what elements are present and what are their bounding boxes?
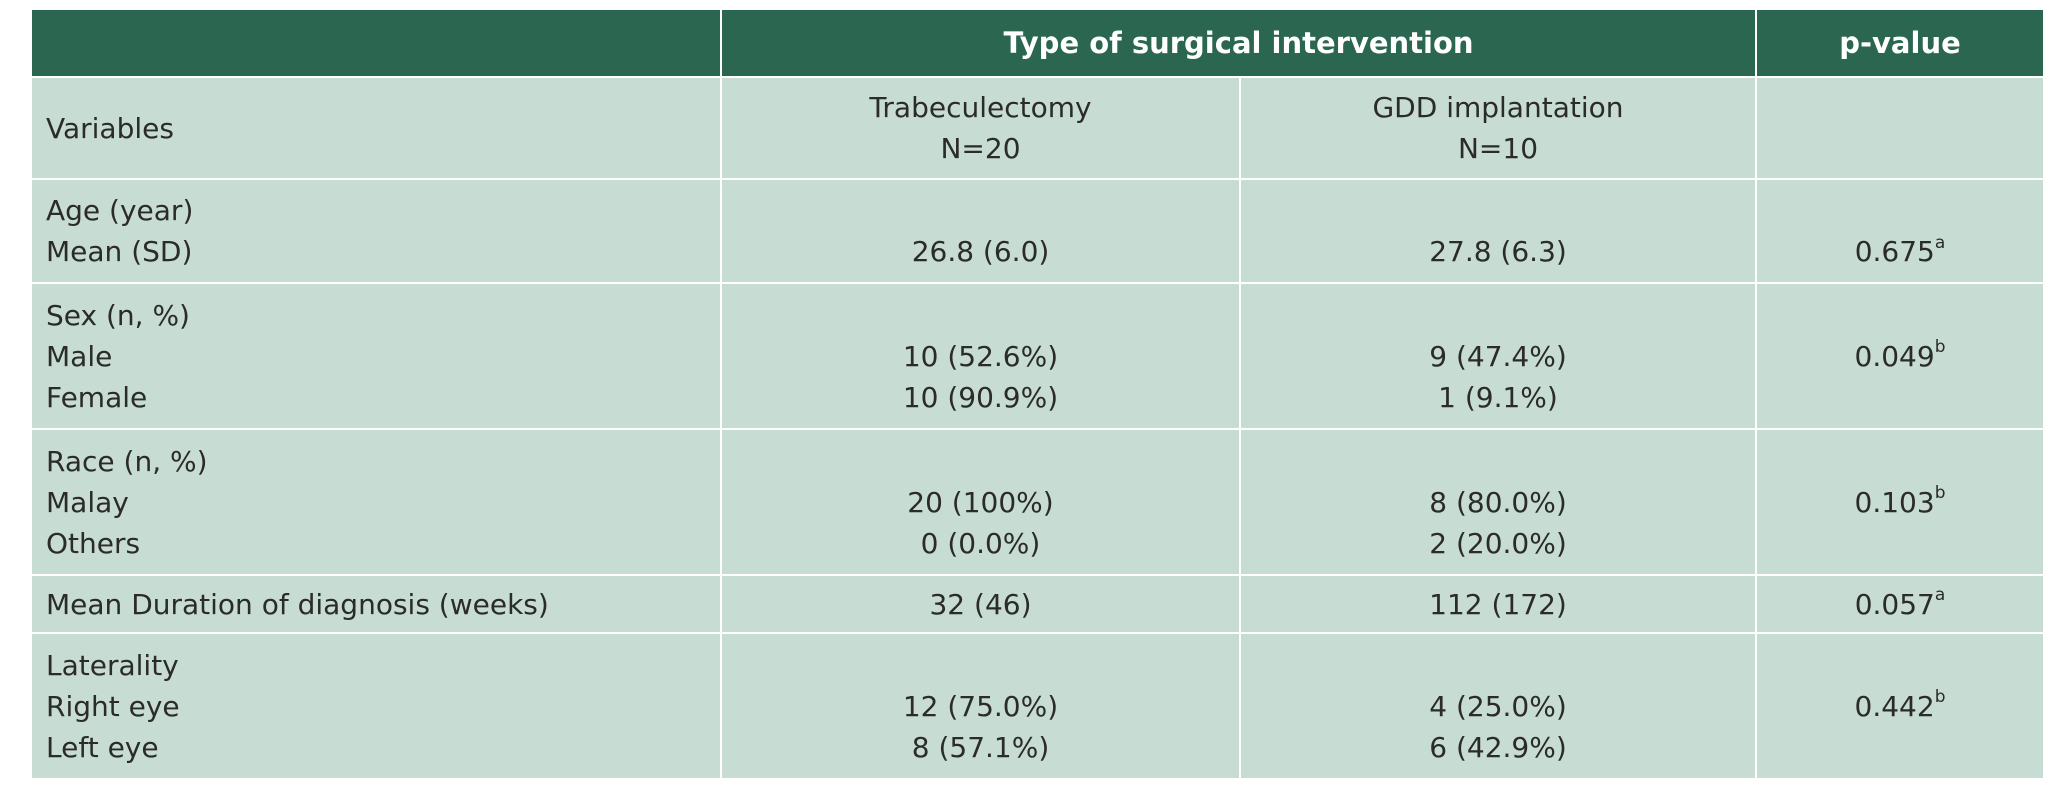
pvalue-subheader-blank xyxy=(1755,76,2045,180)
row-label: Age (year) Mean (SD) xyxy=(30,178,722,284)
p-value-number: 0.057 xyxy=(1854,587,1935,621)
row-label-line: Female xyxy=(46,380,148,414)
row-label-line: Mean (SD) xyxy=(46,235,193,268)
trabeculectomy-value: 20 (100%) 0 (0.0%) xyxy=(720,428,1241,576)
row-label-line: Laterality xyxy=(46,648,179,682)
row-label: Sex (n, %) Male Female xyxy=(30,282,722,430)
row-label-line: Sex (n, %) xyxy=(46,298,190,332)
value-line: 10 (52.6%) xyxy=(902,339,1059,373)
gdd-name: GDD implantation xyxy=(1372,91,1624,124)
gdd-value: 8 (80.0%) 2 (20.0%) xyxy=(1239,428,1757,576)
row-label: Mean Duration of diagnosis (weeks) xyxy=(30,574,722,634)
variables-header: Variables xyxy=(30,76,722,180)
table-row-duration: Mean Duration of diagnosis (weeks) 32 (4… xyxy=(30,574,2045,634)
value-line: 8 (80.0%) xyxy=(1429,485,1567,519)
row-label-line: Left eye xyxy=(46,730,159,764)
value-line: 9 (47.4%) xyxy=(1429,339,1567,373)
value-line: 27.8 (6.3) xyxy=(1429,235,1567,268)
p-value: 0.049b xyxy=(1755,282,2045,430)
row-label: Laterality Right eye Left eye xyxy=(30,632,722,780)
trabeculectomy-value: 26.8 (6.0) xyxy=(720,178,1241,284)
p-footnote-marker: b xyxy=(1934,483,1946,504)
row-label-line: Others xyxy=(46,526,141,560)
gdd-value: 9 (47.4%) 1 (9.1%) xyxy=(1239,282,1757,430)
gdd-value: 112 (172) xyxy=(1239,574,1757,634)
p-value-number: 0.049 xyxy=(1854,339,1935,373)
p-footnote-marker: b xyxy=(1934,687,1946,708)
p-footnote-marker: a xyxy=(1934,585,1946,606)
trabeculectomy-value: 32 (46) xyxy=(720,574,1241,634)
row-label-line: Right eye xyxy=(46,689,180,723)
p-value: 0.103b xyxy=(1755,428,2045,576)
trabeculectomy-value: 12 (75.0%) 8 (57.1%) xyxy=(720,632,1241,780)
value-line: 20 (100%) xyxy=(907,485,1054,519)
gdd-n: N=10 xyxy=(1457,132,1539,165)
p-value-number: 0.442 xyxy=(1854,689,1935,723)
baseline-characteristics-table: Type of surgical intervention p-value Va… xyxy=(30,8,2045,780)
p-value: 0.057a xyxy=(1755,574,2045,634)
value-line: 0 (0.0%) xyxy=(920,526,1041,560)
gdd-value: 4 (25.0%) 6 (42.9%) xyxy=(1239,632,1757,780)
value-line: 1 (9.1%) xyxy=(1438,380,1558,414)
p-value: 0.442b xyxy=(1755,632,2045,780)
trabeculectomy-name: Trabeculectomy xyxy=(869,91,1092,124)
table-row-race: Race (n, %) Malay Others 20 (100%) 0 (0.… xyxy=(30,428,2045,576)
subheader-row: Variables Trabeculectomy N=20 GDD implan… xyxy=(30,76,2045,180)
row-label-line: Race (n, %) xyxy=(46,444,208,478)
trabeculectomy-value: 10 (52.6%) 10 (90.9%) xyxy=(720,282,1241,430)
value-line: 2 (20.0%) xyxy=(1429,526,1567,560)
value-line: 26.8 (6.0) xyxy=(911,235,1050,268)
row-label-line: Age (year) xyxy=(46,194,194,227)
p-value-number: 0.675 xyxy=(1854,235,1935,268)
p-footnote-marker: a xyxy=(1934,232,1946,253)
value-line: 4 (25.0%) xyxy=(1429,689,1567,723)
gdd-header: GDD implantation N=10 xyxy=(1239,76,1757,180)
value-line: 6 (42.9%) xyxy=(1429,730,1567,764)
table-row-age: Age (year) Mean (SD) 26.8 (6.0) 27.8 (6.… xyxy=(30,178,2045,284)
row-label: Race (n, %) Malay Others xyxy=(30,428,722,576)
p-footnote-marker: b xyxy=(1934,337,1946,358)
header-blank-cell xyxy=(30,8,722,78)
row-label-line: Malay xyxy=(46,485,129,519)
group-header: Type of surgical intervention xyxy=(720,8,1757,78)
pvalue-header: p-value xyxy=(1755,8,2045,78)
trabeculectomy-header: Trabeculectomy N=20 xyxy=(720,76,1241,180)
gdd-value: 27.8 (6.3) xyxy=(1239,178,1757,284)
table-row-sex: Sex (n, %) Male Female 10 (52.6%) 10 (90… xyxy=(30,282,2045,430)
trabeculectomy-n: N=20 xyxy=(940,132,1021,165)
row-label-line: Male xyxy=(46,339,113,373)
table-row-laterality: Laterality Right eye Left eye 12 (75.0%)… xyxy=(30,632,2045,780)
value-line: 10 (90.9%) xyxy=(902,380,1059,414)
p-value: 0.675a xyxy=(1755,178,2045,284)
p-value-number: 0.103 xyxy=(1854,485,1935,519)
header-row: Type of surgical intervention p-value xyxy=(30,8,2045,78)
value-line: 8 (57.1%) xyxy=(911,730,1050,764)
value-line: 12 (75.0%) xyxy=(902,689,1059,723)
